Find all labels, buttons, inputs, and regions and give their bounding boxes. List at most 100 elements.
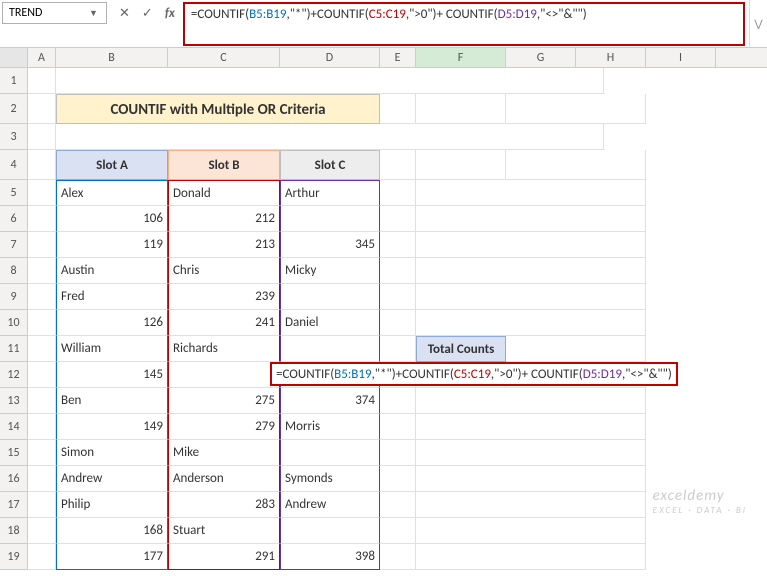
cell[interactable] [28,388,56,414]
row-header[interactable]: 1 [0,68,28,94]
cell-slot-b[interactable]: 275 [168,388,280,414]
cell[interactable] [416,388,646,414]
row-header[interactable]: 9 [0,284,28,310]
cell[interactable] [28,336,56,362]
col-header-c[interactable]: C [168,48,280,67]
row-header[interactable]: 3 [0,124,28,150]
cell[interactable] [380,544,416,570]
cell[interactable] [380,150,416,180]
cell[interactable] [416,544,646,570]
cell[interactable] [28,414,56,440]
row-header[interactable]: 7 [0,232,28,258]
cell-slot-a[interactable]: Andrew [56,466,168,492]
cell[interactable] [28,232,56,258]
cell-slot-c[interactable]: 345 [280,232,380,258]
row-header[interactable]: 18 [0,518,28,544]
cell-slot-c[interactable] [280,284,380,310]
cell[interactable] [380,258,416,284]
cell-slot-b[interactable]: 212 [168,206,280,232]
cell[interactable] [416,284,646,310]
cell[interactable] [416,492,646,518]
header-slot-a[interactable]: Slot A [56,150,168,180]
cell[interactable] [28,518,56,544]
cell-slot-b[interactable]: Stuart [168,518,280,544]
cell[interactable] [28,544,56,570]
header-slot-b[interactable]: Slot B [168,150,280,180]
cell[interactable] [380,492,416,518]
cell-slot-c[interactable]: Andrew [280,492,380,518]
col-header-a[interactable]: A [28,48,56,67]
cell-slot-a[interactable]: 145 [56,362,168,388]
cell-slot-b[interactable]: Richards [168,336,280,362]
cell-slot-c[interactable]: Micky [280,258,380,284]
cell[interactable] [416,232,646,258]
cell[interactable] [380,284,416,310]
row-header[interactable]: 17 [0,492,28,518]
cell[interactable] [28,362,56,388]
name-box-dropdown-icon[interactable]: ▼ [89,8,98,19]
col-header-f[interactable]: F [416,48,506,67]
cell-slot-b[interactable]: 213 [168,232,280,258]
cell-slot-b[interactable]: 283 [168,492,280,518]
fx-icon[interactable]: fx [165,6,175,21]
cell[interactable] [506,94,646,124]
col-header-g[interactable]: G [506,48,576,67]
cell-slot-c[interactable]: Symonds [280,466,380,492]
cell[interactable] [416,206,646,232]
cell-slot-c[interactable] [280,206,380,232]
cell-slot-a[interactable]: Fred [56,284,168,310]
row-header[interactable]: 5 [0,180,28,206]
row-header[interactable]: 10 [0,310,28,336]
cell[interactable] [380,180,416,206]
cell[interactable] [28,124,56,150]
cell[interactable] [380,414,416,440]
cell[interactable] [28,284,56,310]
header-slot-c[interactable]: Slot C [280,150,380,180]
cell-slot-c[interactable]: 374 [280,388,380,414]
cell-slot-a[interactable]: 149 [56,414,168,440]
cell[interactable] [28,440,56,466]
enter-icon[interactable]: ✓ [142,6,153,21]
cell[interactable] [28,492,56,518]
cell-slot-c[interactable]: Daniel [280,310,380,336]
col-header-h[interactable]: H [576,48,646,67]
cell-slot-a[interactable]: 119 [56,232,168,258]
row-header[interactable]: 15 [0,440,28,466]
cell-slot-a[interactable]: 177 [56,544,168,570]
cell[interactable] [28,206,56,232]
cell-slot-b[interactable]: Mike [168,440,280,466]
cell[interactable] [380,206,416,232]
cell-slot-a[interactable]: 126 [56,310,168,336]
cancel-icon[interactable]: ✕ [119,6,130,21]
cell-slot-c[interactable]: 398 [280,544,380,570]
cell[interactable] [380,336,416,362]
cell-slot-c[interactable]: Morris [280,414,380,440]
col-header-d[interactable]: D [280,48,380,67]
cell[interactable] [56,124,604,150]
cell-slot-b[interactable]: Anderson [168,466,280,492]
title-cell[interactable]: COUNTIF with Multiple OR Criteria [56,94,380,124]
cell-slot-a[interactable]: Philip [56,492,168,518]
cell[interactable] [28,180,56,206]
name-box-input[interactable] [9,6,89,20]
cell[interactable] [416,310,646,336]
cell[interactable] [380,94,416,124]
select-all-corner[interactable] [0,48,28,67]
cell-slot-b[interactable]: Donald [168,180,280,206]
cell[interactable] [380,440,416,466]
cell-slot-a[interactable]: 168 [56,518,168,544]
cell-slot-a[interactable]: Austin [56,258,168,284]
row-header[interactable]: 11 [0,336,28,362]
cell[interactable] [416,414,646,440]
formula-bar[interactable]: =COUNTIF(B5:B19,"*")+COUNTIF(C5:C19,">0"… [183,2,745,46]
row-header[interactable]: 14 [0,414,28,440]
cell[interactable] [380,388,416,414]
col-header-i[interactable]: I [646,48,716,67]
cell[interactable] [28,310,56,336]
cell-slot-b[interactable]: 291 [168,544,280,570]
cell-slot-c[interactable] [280,440,380,466]
name-box[interactable]: ▼ [2,2,107,24]
cell-slot-c[interactable] [280,336,380,362]
cell-slot-a[interactable]: William [56,336,168,362]
total-counts-header[interactable]: Total Counts [416,336,506,362]
